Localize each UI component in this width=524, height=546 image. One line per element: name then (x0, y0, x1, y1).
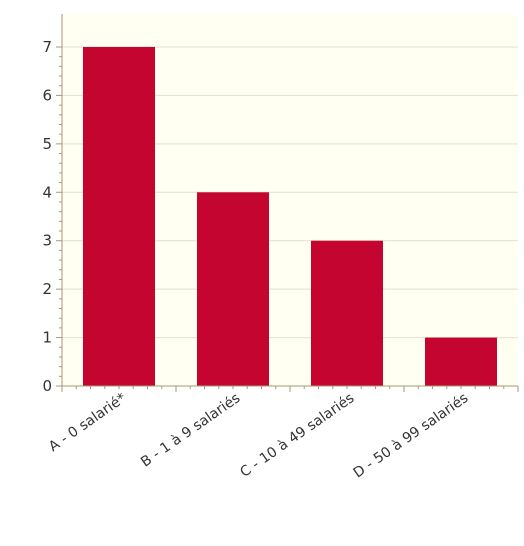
y-tick-label: 7 (42, 38, 52, 56)
bars (83, 47, 497, 386)
bar-4 (425, 337, 497, 386)
x-tick-label: C - 10 à 49 salariés (237, 390, 357, 481)
y-tick-label: 3 (42, 232, 52, 250)
y-tick-label: 6 (42, 86, 52, 104)
y-tick-label: 2 (42, 280, 52, 298)
bar-3 (311, 240, 383, 386)
y-tick-label: 0 (42, 377, 52, 395)
bar-2 (197, 192, 269, 386)
x-tick-label: A - 0 salarié* (46, 390, 129, 455)
bar-1 (83, 47, 155, 386)
x-tick-label: D - 50 à 99 salariés (351, 390, 472, 481)
y-axis: 0 1 2 3 4 5 6 7 (42, 14, 63, 395)
y-tick-label: 5 (42, 135, 52, 153)
y-tick-label: 1 (42, 329, 52, 347)
x-tick-label: B - 1 à 9 salariés (138, 390, 243, 470)
y-tick-label: 4 (42, 183, 52, 201)
